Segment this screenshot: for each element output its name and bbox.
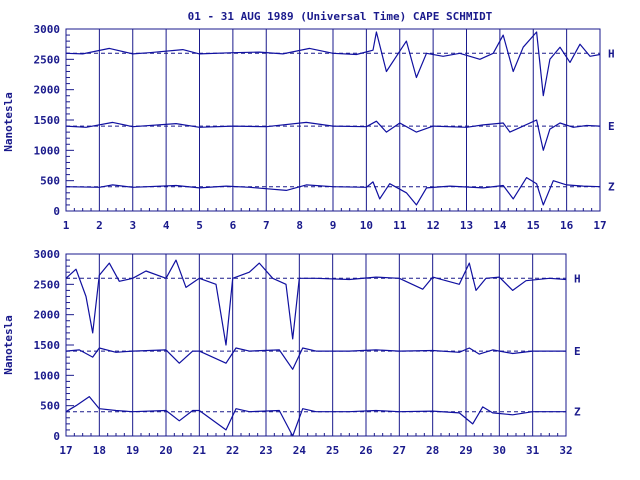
x-tick-label: 30: [493, 444, 506, 457]
x-tick-label: 20: [159, 444, 172, 457]
x-tick-label: 32: [559, 444, 572, 457]
series-z-label: Z: [608, 181, 615, 194]
panels: 1 2 3 4 5 6 7 8 9 10 11 12 13 14 15 16 17050010001500200…: [34, 23, 616, 457]
x-tick-label: 1: [63, 219, 70, 232]
x-tick-label: 4: [163, 219, 170, 232]
panel-2: 17 18 19 20 21 22 23 24 25 26 27 28 29 30 31 32 0 500 1000…: [34, 248, 582, 457]
y-tick-label: 0: [53, 430, 60, 443]
x-tick-label: 9: [330, 219, 337, 232]
y-tick-label: 2000: [34, 309, 61, 322]
x-tick-label: 12: [427, 219, 440, 232]
y-tick-label: 1000: [34, 369, 61, 382]
y-tick-label: 2500: [34, 278, 61, 291]
series-e-label: E: [574, 345, 581, 358]
y-tick-label: 1000: [34, 144, 61, 157]
x-tick-label: 25: [326, 444, 339, 457]
x-tick-label: 26: [359, 444, 373, 457]
x-tick-label: 6: [230, 219, 237, 232]
x-tick-label: 29: [459, 444, 472, 457]
x-tick-label: 18: [93, 444, 106, 457]
series-z-line: [65, 396, 566, 437]
y-tick-label: 500: [40, 175, 60, 188]
x-tick-label: 28: [426, 444, 439, 457]
x-tick-label: 5: [196, 219, 203, 232]
series-e-line: [65, 119, 601, 151]
chart-title: 01 - 31 AUG 1989 (Universal Time) CAPE S…: [188, 10, 493, 23]
plot-frame: [65, 253, 567, 437]
y-tick-label: 1500: [34, 114, 61, 127]
x-tick-label: 22: [226, 444, 239, 457]
x-tick-label: 21: [193, 444, 207, 457]
y-tick-label: 3000: [34, 248, 61, 261]
x-tick-label: 23: [259, 444, 272, 457]
x-tick-label: 15: [527, 219, 540, 232]
series-h-label: H: [574, 272, 581, 285]
y-tick-label: 2500: [34, 53, 61, 66]
series-z-line: [65, 177, 601, 206]
y-tick-label: 500: [40, 400, 60, 413]
series-h-line: [65, 259, 567, 346]
y-tick-label: 3000: [34, 23, 61, 36]
series-e-line: [65, 347, 566, 370]
x-tick-label: 17: [59, 444, 72, 457]
x-tick-label: 14: [493, 219, 507, 232]
x-tick-label: 8: [296, 219, 303, 232]
x-tick-label: 17: [593, 219, 606, 232]
x-tick-label: 19: [126, 444, 139, 457]
x-tick-label: 11: [393, 219, 407, 232]
series-h-label: H: [608, 47, 615, 60]
series-h-line: [65, 31, 601, 97]
x-tick-label: 10: [360, 219, 373, 232]
y-axis-label-top: Nanotesla: [2, 92, 15, 152]
x-tick-label: 2: [96, 219, 103, 232]
x-tick-label: 31: [526, 444, 540, 457]
y-axis-label-bottom: Nanotesla: [2, 315, 15, 375]
y-tick-label: 2000: [34, 84, 61, 97]
x-tick-label: 7: [263, 219, 270, 232]
x-tick-label: 27: [393, 444, 406, 457]
x-tick-label: 3: [129, 219, 136, 232]
x-tick-label: 16: [560, 219, 574, 232]
y-tick-label: 1500: [34, 339, 61, 352]
series-e-label: E: [608, 120, 615, 133]
panel-1: 1 2 3 4 5 6 7 8 9 10 11 12 13 14 15 16 17050010001500200…: [34, 23, 616, 232]
x-tick-label: 13: [460, 219, 473, 232]
y-tick-label: 0: [53, 205, 60, 218]
x-tick-label: 24: [293, 444, 307, 457]
series-z-label: Z: [574, 406, 581, 419]
